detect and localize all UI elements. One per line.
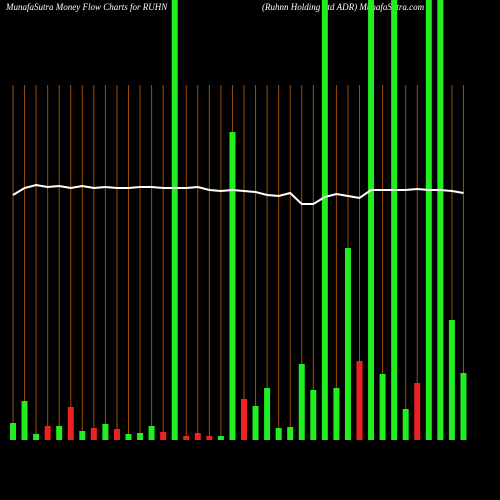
bar — [333, 388, 340, 440]
bar — [414, 383, 421, 440]
bar — [21, 401, 28, 440]
bar — [460, 373, 467, 440]
bar — [402, 409, 409, 440]
bar — [437, 0, 444, 440]
bar — [79, 431, 86, 440]
bar — [10, 423, 16, 440]
bar — [171, 0, 178, 440]
bar — [252, 406, 259, 440]
bar — [321, 0, 328, 440]
bar — [125, 434, 132, 440]
bar — [67, 407, 74, 440]
bar — [113, 429, 120, 440]
chart-subtitle: (Ruhnn Holding Ltd ADR) MunafaSutra.com — [262, 2, 425, 12]
bar — [448, 320, 455, 440]
chart-title: MunafaSutra Money Flow Charts for RUHN — [5, 2, 168, 12]
bar — [183, 436, 190, 440]
bar — [425, 0, 432, 440]
bar — [160, 432, 167, 440]
bar — [56, 426, 63, 440]
bar — [90, 428, 97, 440]
bar — [298, 364, 305, 440]
bar — [33, 434, 40, 440]
bar — [44, 426, 51, 440]
money-flow-line — [12, 183, 464, 205]
bar — [379, 374, 386, 440]
bar — [229, 132, 236, 440]
bar — [217, 436, 224, 440]
bar — [102, 424, 109, 440]
bar — [194, 433, 201, 440]
bar — [356, 361, 363, 440]
bar — [391, 0, 398, 440]
bar — [344, 248, 351, 440]
bar — [368, 0, 375, 440]
bar — [148, 426, 155, 440]
bar — [310, 390, 317, 440]
bar — [287, 427, 294, 440]
bar — [206, 436, 213, 440]
bar — [275, 428, 282, 440]
bar — [137, 433, 144, 440]
bar — [241, 399, 247, 440]
bar — [264, 388, 271, 440]
